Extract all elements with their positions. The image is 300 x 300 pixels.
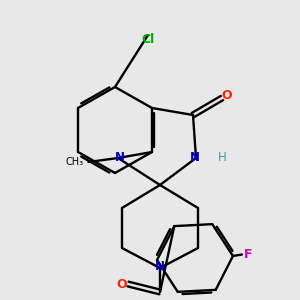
Text: O: O: [117, 278, 127, 290]
Text: N: N: [155, 260, 165, 273]
Text: N: N: [190, 152, 200, 164]
Text: Cl: Cl: [141, 33, 154, 46]
Text: F: F: [244, 248, 252, 261]
Text: N: N: [115, 152, 124, 164]
Text: CH₃: CH₃: [66, 157, 84, 167]
Text: H: H: [218, 152, 226, 164]
Text: O: O: [221, 89, 232, 102]
